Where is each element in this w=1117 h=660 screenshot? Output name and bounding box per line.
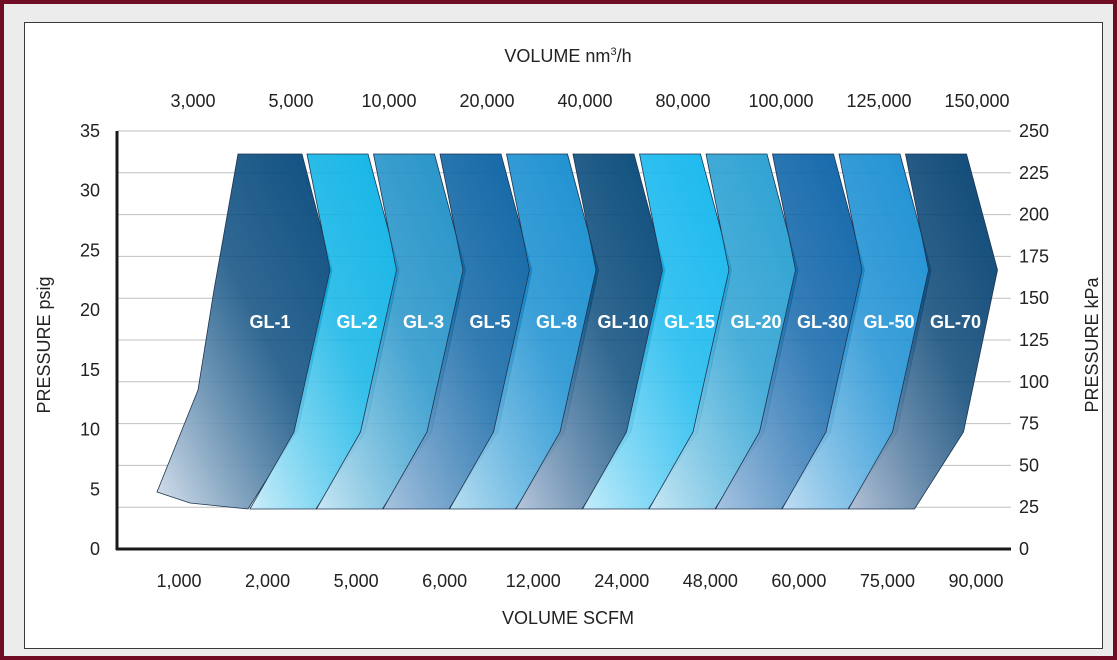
top-tick-label: 80,000: [655, 91, 710, 111]
top-tick-label: 40,000: [557, 91, 612, 111]
bottom-tick-label: 2,000: [245, 571, 290, 591]
series-label: GL-5: [469, 312, 510, 332]
series-band: [315, 153, 466, 510]
bottom-axis-title: VOLUME SCFM: [502, 608, 634, 628]
series-label: GL-15: [664, 312, 715, 332]
bottom-tick-label: 48,000: [683, 571, 738, 591]
right-tick-label: 0: [1019, 539, 1029, 559]
top-tick-labels: 3,000 5,000 10,000 20,000 40,000 80,000 100,00…: [170, 91, 1009, 111]
series-bands: GL-1 GL-2 GL-3 GL-5 GL-8 GL-10 GL-15 GL-20 GL-30…: [156, 153, 998, 510]
bottom-tick-label: 6,000: [422, 571, 467, 591]
series-label: GL-30: [797, 312, 848, 332]
bottom-tick-label: 75,000: [860, 571, 915, 591]
series-band: [648, 153, 799, 510]
left-tick-label: 15: [80, 360, 100, 380]
top-axis-title: VOLUME nm3/h: [504, 46, 631, 66]
top-tick-label: 125,000: [846, 91, 911, 111]
right-tick-label: 100: [1019, 372, 1049, 392]
right-tick-label: 200: [1019, 205, 1049, 225]
top-tick-label: 100,000: [748, 91, 813, 111]
bottom-tick-label: 5,000: [334, 571, 379, 591]
series-label: GL-50: [863, 312, 914, 332]
bottom-tick-label: 1,000: [156, 571, 201, 591]
left-tick-label: 25: [80, 240, 100, 260]
top-tick-label: 3,000: [170, 91, 215, 111]
left-axis-title: PRESSURE psig: [34, 276, 54, 413]
series-band: [781, 153, 932, 510]
left-tick-label: 0: [90, 539, 100, 559]
series-label: GL-70: [930, 312, 981, 332]
right-axis-title: PRESSURE kPa: [1082, 276, 1102, 412]
right-tick-label: 125: [1019, 330, 1049, 350]
top-tick-label: 5,000: [268, 91, 313, 111]
left-tick-label: 10: [80, 420, 100, 440]
bottom-tick-label: 24,000: [594, 571, 649, 591]
series-label: GL-1: [249, 312, 290, 332]
series-label: GL-10: [597, 312, 648, 332]
right-tick-label: 250: [1019, 121, 1049, 141]
bottom-tick-label: 60,000: [771, 571, 826, 591]
series-band: [847, 153, 998, 510]
series-band: [515, 153, 666, 510]
top-tick-label: 10,000: [361, 91, 416, 111]
top-tick-label: 150,000: [944, 91, 1009, 111]
series-band: [382, 153, 533, 510]
series-label: GL-20: [730, 312, 781, 332]
series-band: [249, 153, 400, 510]
right-tick-label: 225: [1019, 163, 1049, 183]
series-band: [581, 153, 732, 510]
series-label: GL-3: [403, 312, 444, 332]
series-label: GL-2: [336, 312, 377, 332]
bottom-tick-label: 12,000: [506, 571, 561, 591]
left-tick-label: 35: [80, 121, 100, 141]
left-tick-label: 30: [80, 181, 100, 201]
series-label: GL-8: [536, 312, 577, 332]
right-tick-label: 50: [1019, 455, 1039, 475]
right-tick-label: 150: [1019, 288, 1049, 308]
bottom-tick-label: 90,000: [948, 571, 1003, 591]
bottom-tick-labels: 1,000 2,000 5,000 6,000 12,000 24,000 48,000 60…: [156, 571, 1003, 591]
series-band: [448, 153, 599, 510]
right-tick-labels: 0 25 50 75 100 125 150 175 200 225 250: [1019, 121, 1049, 559]
top-tick-label: 20,000: [459, 91, 514, 111]
axes: [115, 131, 1011, 551]
right-tick-label: 75: [1019, 414, 1039, 434]
left-tick-labels: 0 5 10 15 20 25 30 35: [80, 121, 100, 559]
right-tick-label: 25: [1019, 497, 1039, 517]
left-tick-label: 20: [80, 300, 100, 320]
series-band: [714, 153, 865, 510]
right-tick-label: 175: [1019, 246, 1049, 266]
series-band: [156, 153, 333, 510]
left-tick-label: 5: [90, 479, 100, 499]
